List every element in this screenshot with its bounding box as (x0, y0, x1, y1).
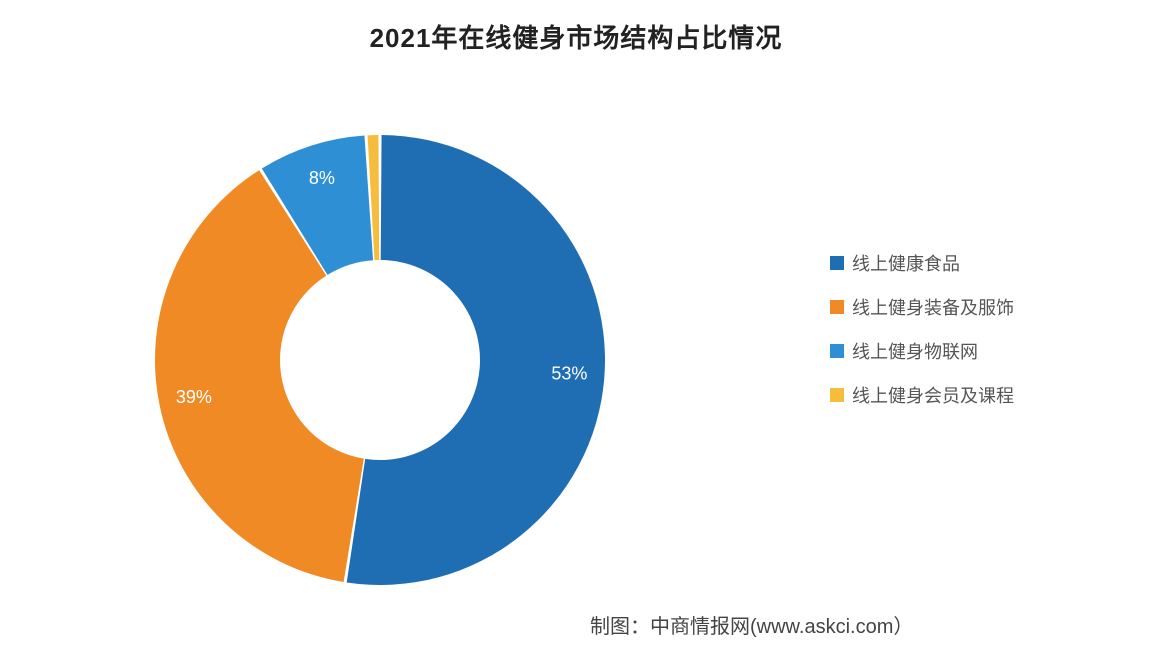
legend-swatch (830, 344, 844, 358)
donut-slice (347, 135, 605, 585)
legend-swatch (830, 256, 844, 270)
slice-label: 39% (176, 387, 212, 407)
credit-text: 制图：中商情报网(www.askci.com） (590, 610, 913, 639)
legend-item: 线上健身物联网 (830, 338, 1014, 364)
legend-label: 线上健身会员及课程 (852, 382, 1014, 408)
legend-swatch (830, 300, 844, 314)
donut-chart: 53% 39% 8% 1% (95, 75, 665, 645)
legend-label: 线上健康食品 (852, 250, 960, 276)
legend-item: 线上健康食品 (830, 250, 1014, 276)
legend: 线上健康食品线上健身装备及服饰线上健身物联网线上健身会员及课程 (830, 250, 1014, 408)
slice-label: 53% (551, 364, 587, 384)
legend-swatch (830, 388, 844, 402)
legend-label: 线上健身装备及服饰 (852, 294, 1014, 320)
legend-item: 线上健身会员及课程 (830, 382, 1014, 408)
legend-item: 线上健身装备及服饰 (830, 294, 1014, 320)
legend-label: 线上健身物联网 (852, 338, 978, 364)
chart-title: 2021年在线健身市场结构占比情况 (0, 18, 1152, 55)
slice-label: 8% (309, 168, 335, 188)
slice-label: 1% (359, 94, 385, 114)
